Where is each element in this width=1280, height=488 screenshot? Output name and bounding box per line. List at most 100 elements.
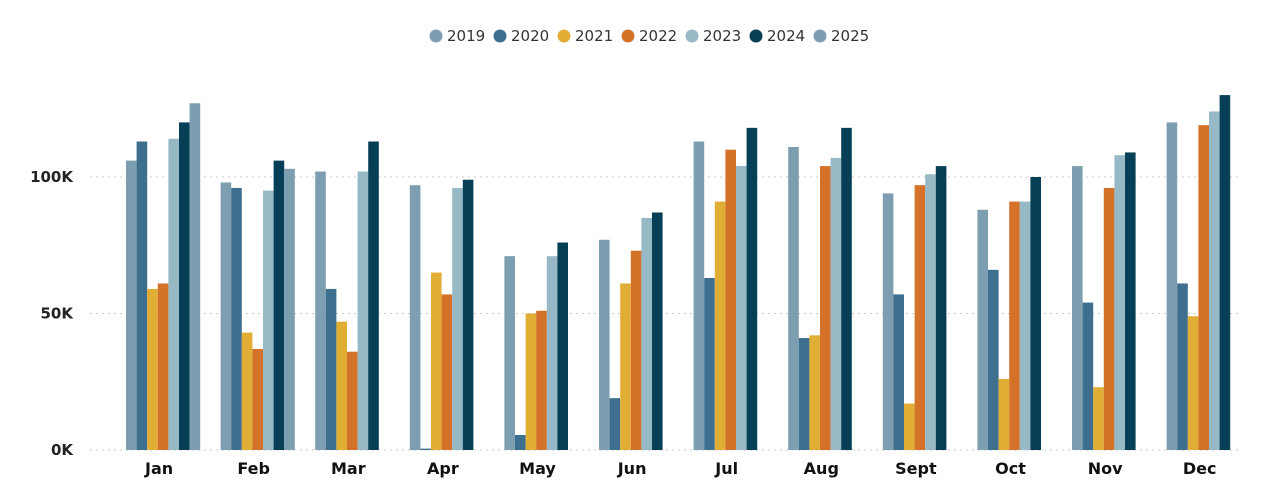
bar-apr-2020[interactable] <box>420 448 431 450</box>
bar-sept-2019[interactable] <box>882 193 894 450</box>
bar-sept-2024[interactable] <box>935 166 947 450</box>
bar-jun-2022[interactable] <box>630 250 642 450</box>
bar-jul-2021[interactable] <box>714 201 726 450</box>
legend-swatch <box>685 29 699 43</box>
bar-sept-2020[interactable] <box>893 294 904 450</box>
bar-aug-2022[interactable] <box>820 166 831 450</box>
bar-apr-2019[interactable] <box>409 185 421 450</box>
bar-feb-2023[interactable] <box>263 190 274 450</box>
bar-may-2022[interactable] <box>536 310 547 450</box>
bar-dec-2019[interactable] <box>1166 122 1178 451</box>
bar-oct-2022[interactable] <box>1009 201 1020 450</box>
bar-dec-2023[interactable] <box>1209 111 1220 450</box>
bar-may-2024[interactable] <box>557 242 568 450</box>
x-tick-label: Feb <box>237 459 270 478</box>
bar-jun-2019[interactable] <box>599 239 610 450</box>
x-tick-label: Aug <box>804 459 839 478</box>
bar-jan-2021[interactable] <box>147 288 158 450</box>
bar-apr-2021[interactable] <box>431 272 442 450</box>
bar-jun-2023[interactable] <box>641 217 652 450</box>
bar-aug-2024[interactable] <box>841 127 852 451</box>
bar-jan-2024[interactable] <box>179 122 190 451</box>
legend-label: 2020 <box>511 27 549 45</box>
bar-feb-2019[interactable] <box>220 182 232 450</box>
bar-nov-2022[interactable] <box>1103 187 1115 451</box>
bar-jan-2022[interactable] <box>157 283 169 450</box>
bar-aug-2023[interactable] <box>830 157 842 450</box>
bar-jan-2025[interactable] <box>189 103 201 450</box>
legend-swatch <box>557 29 571 43</box>
legend-item-2023[interactable]: 2023 <box>685 27 742 45</box>
bar-mar-2019[interactable] <box>315 171 326 451</box>
bar-sept-2023[interactable] <box>925 174 936 450</box>
legend-item-2020[interactable]: 2020 <box>493 27 550 45</box>
bar-jul-2022[interactable] <box>725 149 736 450</box>
bar-oct-2020[interactable] <box>988 269 999 450</box>
legend-swatch <box>813 29 827 43</box>
bar-sept-2022[interactable] <box>914 185 926 450</box>
legend-item-2024[interactable]: 2024 <box>749 27 806 45</box>
bar-jul-2023[interactable] <box>736 166 747 450</box>
bar-may-2021[interactable] <box>525 313 537 451</box>
bar-oct-2024[interactable] <box>1030 177 1041 450</box>
bar-oct-2019[interactable] <box>977 209 988 450</box>
legend-label: 2021 <box>575 27 613 45</box>
legend-item-2022[interactable]: 2022 <box>621 27 678 45</box>
bar-feb-2025[interactable] <box>284 168 295 450</box>
bar-aug-2020[interactable] <box>798 338 810 450</box>
bar-oct-2023[interactable] <box>1019 201 1031 450</box>
legend-item-2025[interactable]: 2025 <box>813 27 870 45</box>
bar-jun-2024[interactable] <box>652 212 663 450</box>
bar-jan-2019[interactable] <box>126 160 137 450</box>
bar-jun-2021[interactable] <box>620 283 631 450</box>
legend-swatch <box>493 29 507 43</box>
bar-dec-2022[interactable] <box>1198 125 1209 450</box>
legend-label: 2025 <box>831 27 869 45</box>
legend-item-2021[interactable]: 2021 <box>557 27 614 45</box>
bar-dec-2020[interactable] <box>1177 283 1188 450</box>
legend: 2019 2020 2021 2022 2023 2024 2025 <box>429 27 870 45</box>
bar-feb-2020[interactable] <box>231 187 242 451</box>
bar-feb-2022[interactable] <box>252 348 263 450</box>
y-tick-label: 0K <box>51 441 74 459</box>
bar-feb-2021[interactable] <box>241 332 253 450</box>
bar-mar-2023[interactable] <box>357 171 369 451</box>
bar-jun-2020[interactable] <box>609 398 621 450</box>
legend-label: 2024 <box>767 27 805 45</box>
bar-may-2023[interactable] <box>546 256 558 450</box>
bar-may-2019[interactable] <box>504 256 515 450</box>
bar-nov-2020[interactable] <box>1082 302 1094 450</box>
bar-mar-2024[interactable] <box>368 141 379 450</box>
bar-jul-2020[interactable] <box>704 278 715 450</box>
bar-jul-2024[interactable] <box>746 127 758 451</box>
legend-label: 2022 <box>639 27 677 45</box>
legend-label: 2023 <box>703 27 741 45</box>
bar-nov-2024[interactable] <box>1125 152 1136 450</box>
bar-nov-2021[interactable] <box>1093 387 1104 450</box>
x-tick-label: Nov <box>1088 459 1123 478</box>
bar-apr-2024[interactable] <box>462 179 474 451</box>
y-tick-label: 50K <box>41 305 75 323</box>
bar-jul-2019[interactable] <box>693 141 705 450</box>
bar-feb-2024[interactable] <box>273 160 285 450</box>
bar-aug-2019[interactable] <box>788 146 799 450</box>
bar-oct-2021[interactable] <box>998 379 1010 450</box>
bar-apr-2022[interactable] <box>441 294 453 450</box>
bar-may-2020[interactable] <box>515 434 526 450</box>
bar-nov-2023[interactable] <box>1114 155 1125 450</box>
legend-item-2019[interactable]: 2019 <box>429 27 486 45</box>
bar-dec-2024[interactable] <box>1219 95 1231 450</box>
bar-mar-2020[interactable] <box>325 288 337 450</box>
bar-jan-2020[interactable] <box>136 141 148 450</box>
bar-sept-2021[interactable] <box>904 403 915 450</box>
bar-jan-2023[interactable] <box>168 138 179 450</box>
bar-aug-2021[interactable] <box>809 335 820 450</box>
bar-mar-2021[interactable] <box>336 321 347 450</box>
bar-apr-2023[interactable] <box>452 187 463 451</box>
y-axis: 0K 50K 100K <box>30 168 74 459</box>
bar-dec-2021[interactable] <box>1187 316 1199 450</box>
bar-mar-2022[interactable] <box>347 351 358 450</box>
bar-nov-2019[interactable] <box>1072 166 1083 450</box>
